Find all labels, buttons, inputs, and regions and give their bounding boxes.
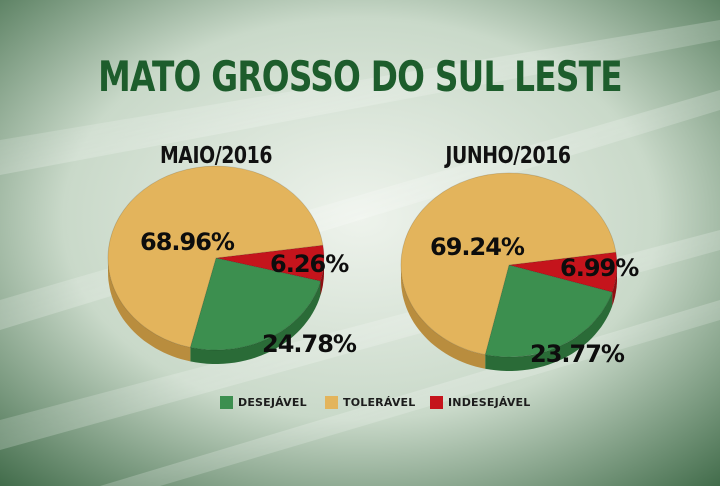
pie-chart-junho: 23.77% 69.24% 6.99%	[400, 172, 640, 371]
pie-side-maio	[108, 258, 324, 364]
pie-chart-maio: 24.78% 68.96% 6.26%	[107, 165, 358, 364]
pie-slice-desejavel	[189, 257, 322, 351]
pie-label-toleravel: 68.96%	[140, 228, 235, 256]
pie-label-indesejavel: 6.26%	[270, 250, 349, 278]
chart-title-maio: MAIO/2016	[159, 143, 273, 169]
pie-label-desejavel: 23.77%	[530, 340, 625, 368]
legend-swatch-indesejavel	[430, 396, 443, 409]
legend-swatch-toleravel	[325, 396, 338, 409]
legend-item-toleravel: TOLERÁVEL	[325, 396, 415, 409]
pie-side-junho	[401, 265, 617, 371]
pie-side-indesejavel	[612, 265, 617, 307]
legend-label-indesejavel: INDESEJÁVEL	[448, 396, 531, 409]
page-title: MATO GROSSO DO SUL LESTE	[98, 52, 623, 101]
legend: DESEJÁVEL TOLERÁVEL INDESEJÁVEL	[0, 396, 720, 414]
legend-swatch-desejavel	[220, 396, 233, 409]
legend-label-toleravel: TOLERÁVEL	[343, 396, 416, 409]
pie-label-toleravel: 69.24%	[430, 233, 525, 261]
pie-slice-desejavel	[484, 264, 613, 358]
pie-label-indesejavel: 6.99%	[560, 254, 639, 282]
pie-side-toleravel	[401, 265, 486, 369]
pie-side-desejavel	[485, 292, 613, 371]
legend-label-desejavel: DESEJÁVEL	[238, 396, 307, 409]
pie-side-toleravel	[108, 258, 191, 362]
pie-slice-toleravel	[107, 165, 324, 348]
pie-side-desejavel	[190, 281, 321, 364]
chart-title-junho: JUNHO/2016	[445, 143, 571, 169]
pie-slice-toleravel	[400, 172, 617, 356]
legend-item-desejavel: DESEJÁVEL	[220, 396, 307, 409]
pie-label-desejavel: 24.78%	[262, 330, 357, 358]
pie-side-indesejavel	[320, 258, 324, 296]
legend-item-indesejavel: INDESEJÁVEL	[430, 396, 530, 409]
pie-slice-indesejavel	[508, 251, 618, 293]
pie-slice-indesejavel	[215, 244, 325, 282]
